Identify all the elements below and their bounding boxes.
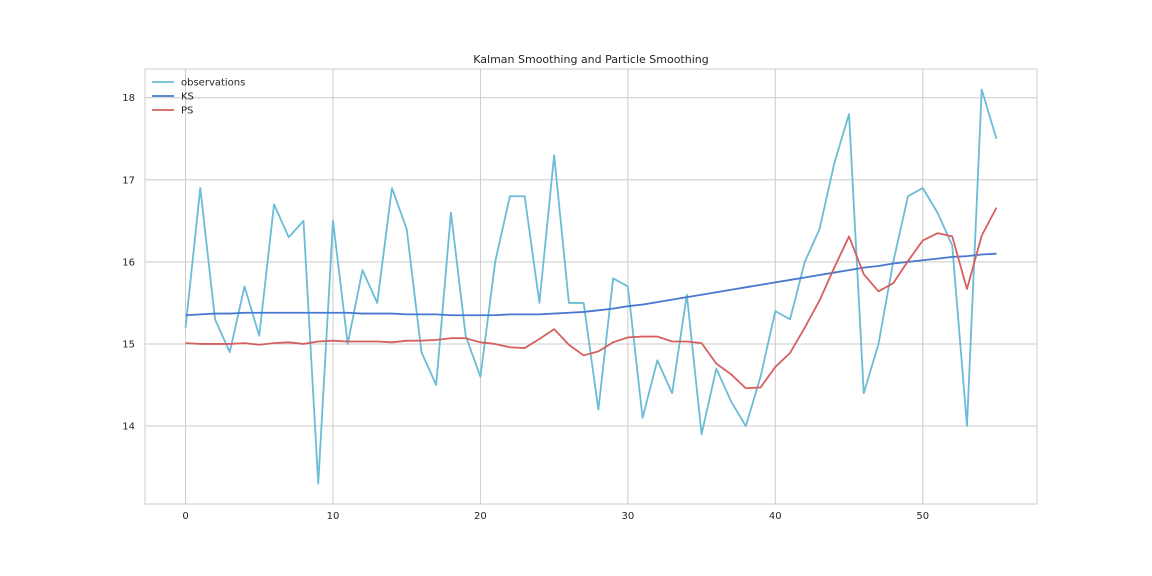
x-tick-label: 50 <box>916 511 929 522</box>
x-tick-label: 40 <box>769 511 782 522</box>
y-tick-label: 17 <box>122 175 135 186</box>
legend: observations KS PS <box>152 78 245 117</box>
y-tick-label: 14 <box>122 422 135 433</box>
ticks: 0 10 20 30 40 50 14 15 16 17 18 <box>122 93 929 522</box>
legend-label-observations: observations <box>181 78 245 89</box>
x-tick-label: 20 <box>474 511 487 522</box>
legend-label-ks: KS <box>181 92 194 103</box>
y-tick-label: 18 <box>122 93 135 104</box>
x-tick-label: 10 <box>327 511 340 522</box>
series-layer <box>184 88 998 485</box>
x-tick-label: 0 <box>182 511 188 522</box>
x-tick-label: 30 <box>621 511 634 522</box>
legend-label-ps: PS <box>181 106 193 117</box>
grid <box>145 69 1037 504</box>
y-tick-label: 15 <box>122 339 135 350</box>
series-line-ps <box>185 207 998 390</box>
plot-frame <box>144 68 1038 505</box>
y-tick-label: 16 <box>122 257 135 268</box>
series-line-observations <box>184 88 998 485</box>
chart-title: Kalman Smoothing and Particle Smoothing <box>473 53 708 66</box>
